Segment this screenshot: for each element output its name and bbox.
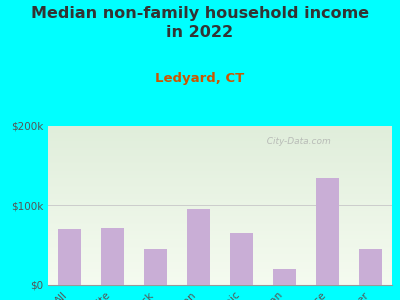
Bar	[187, 209, 210, 285]
Bar	[316, 178, 339, 285]
Text: Ledyard, CT: Ledyard, CT	[155, 72, 245, 85]
Bar	[230, 233, 253, 285]
Bar	[273, 269, 296, 285]
Bar	[144, 249, 167, 285]
Text: City-Data.com: City-Data.com	[261, 137, 331, 146]
Bar	[58, 229, 81, 285]
Text: Median non-family household income
in 2022: Median non-family household income in 20…	[31, 6, 369, 40]
Bar	[101, 228, 124, 285]
Bar	[359, 249, 382, 285]
